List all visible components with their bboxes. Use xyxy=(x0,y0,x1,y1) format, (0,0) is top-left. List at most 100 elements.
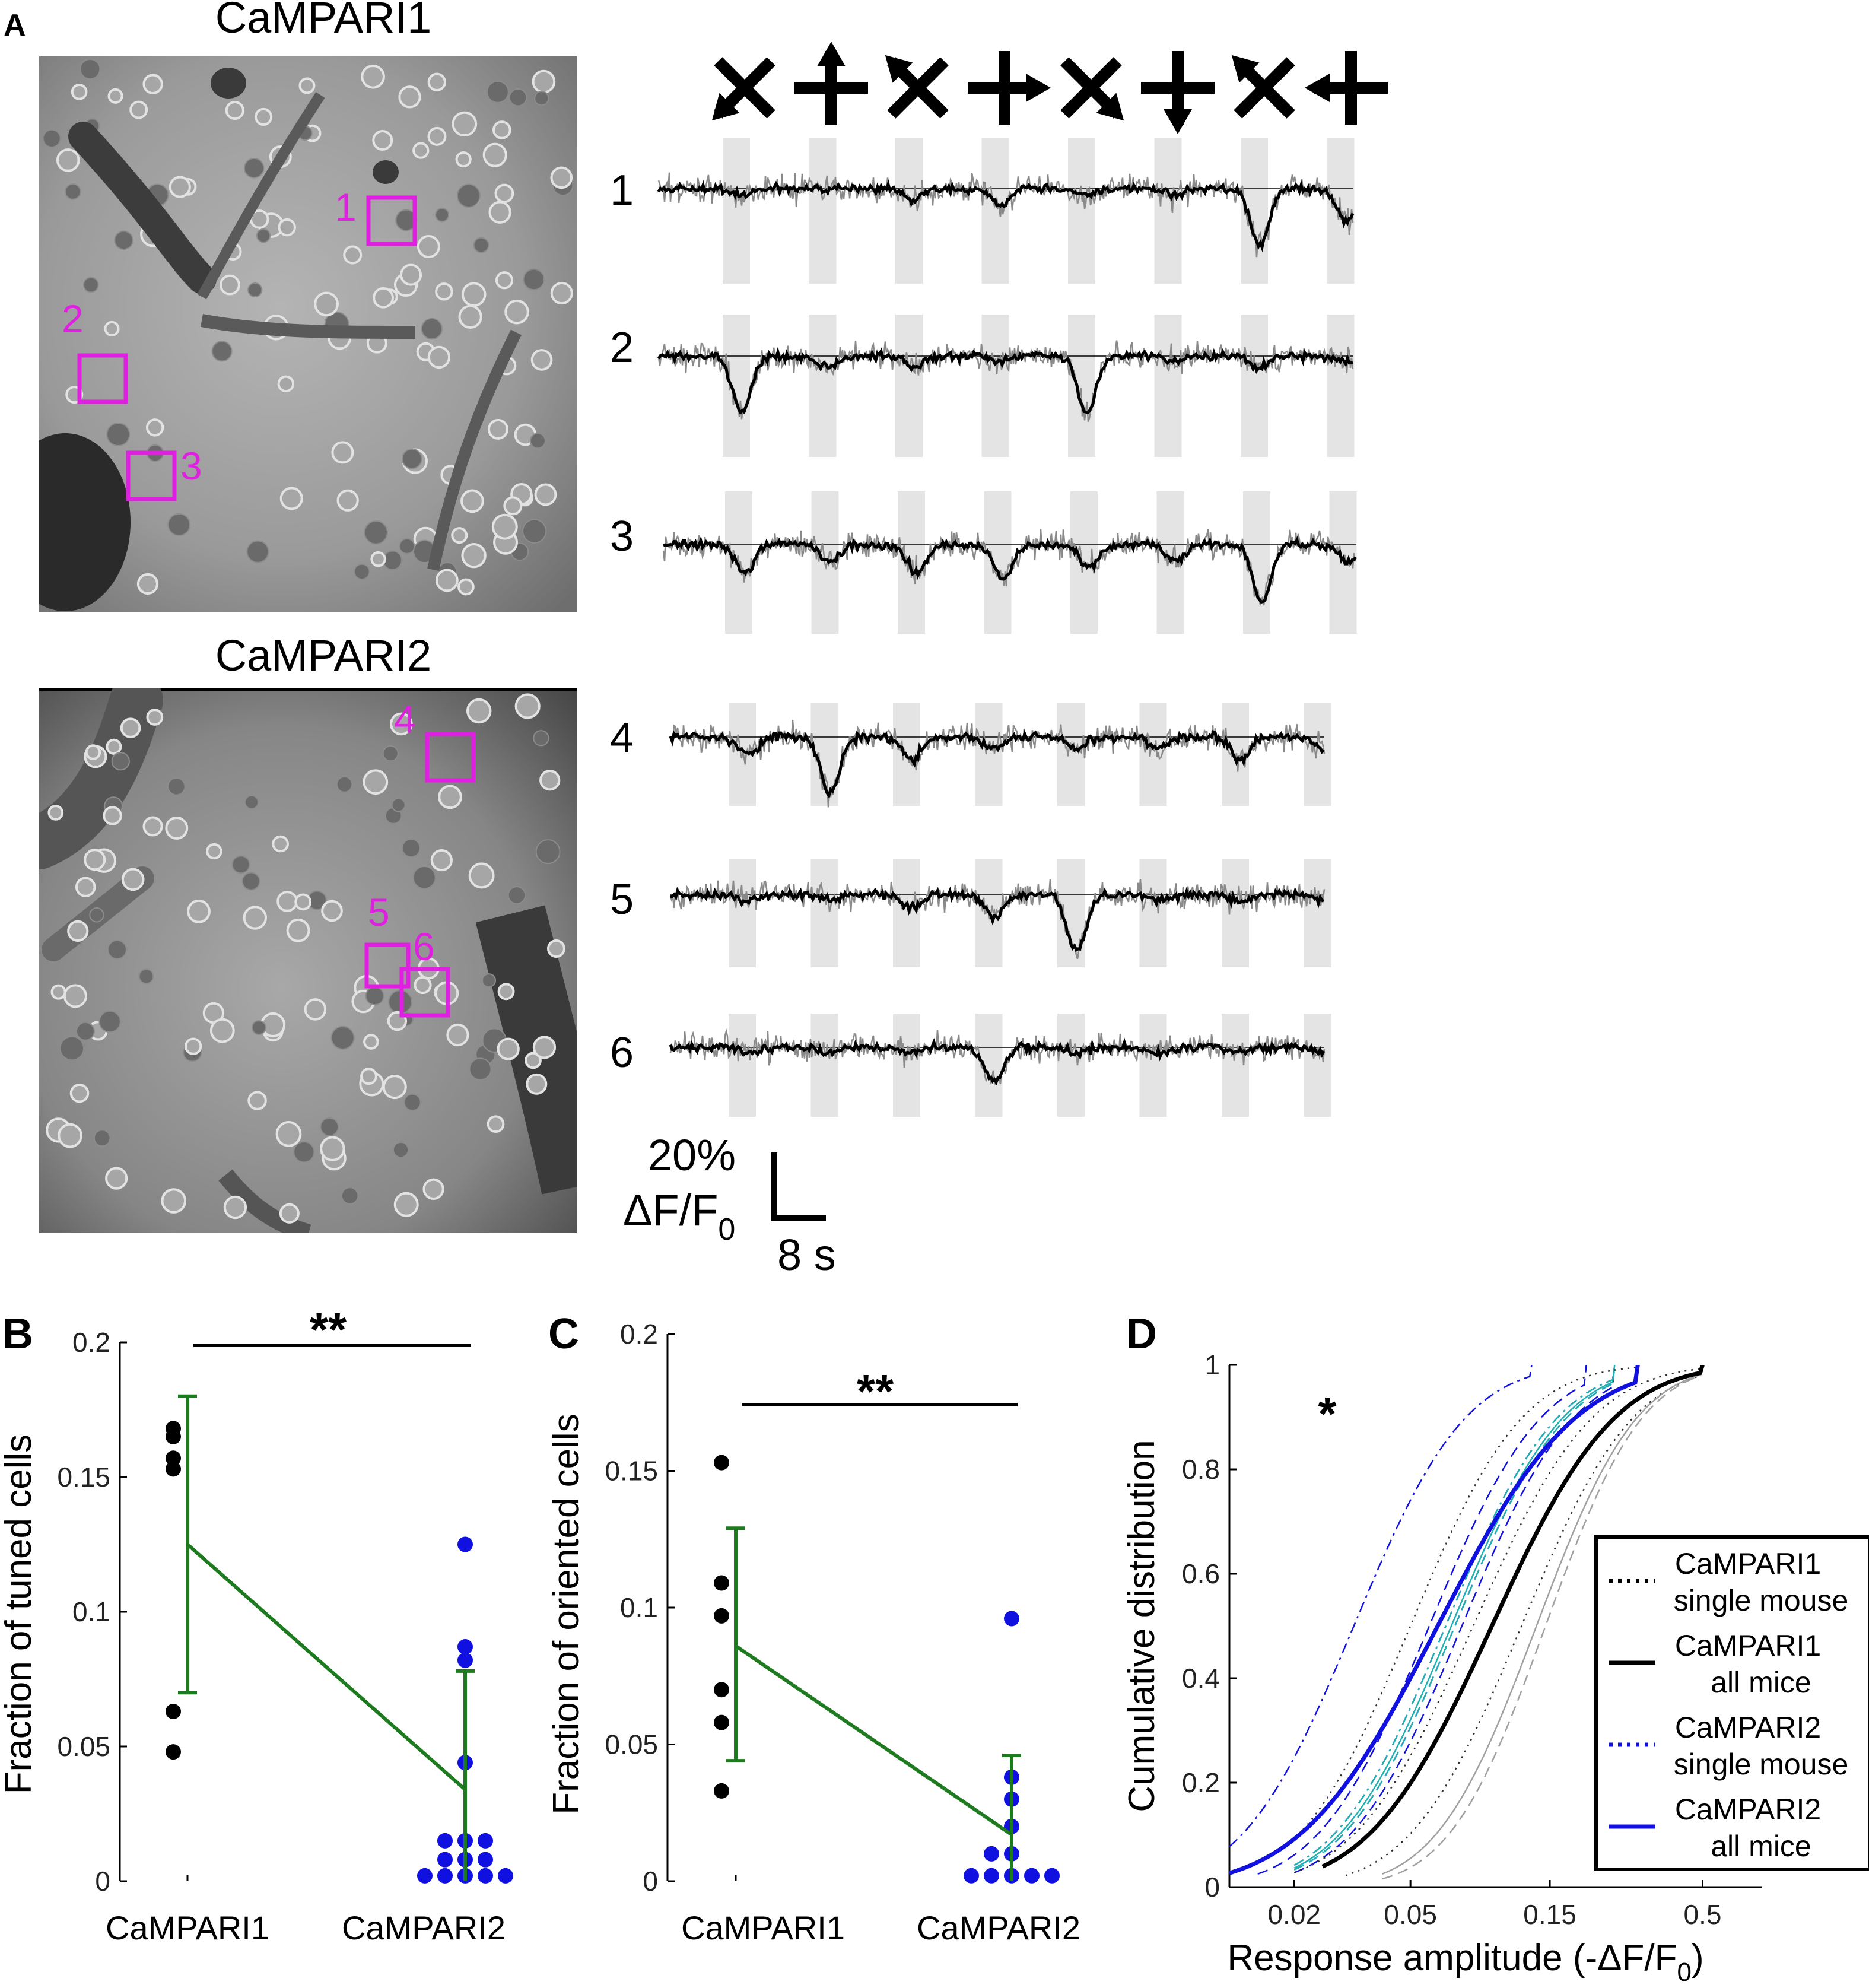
data-point-campari2 xyxy=(984,1846,999,1862)
neuron-soma xyxy=(187,899,211,923)
stimulus-block xyxy=(1327,315,1355,457)
neuron-soma xyxy=(321,900,343,922)
y-tick-label: 0.05 xyxy=(57,1731,110,1762)
trace-mean xyxy=(669,1037,1326,1086)
roi-box-3[interactable] xyxy=(126,450,177,501)
cdf-single-mouse-line xyxy=(1229,1365,1533,1847)
neuron-soma xyxy=(452,111,478,137)
data-point-campari1 xyxy=(166,1703,181,1719)
roi-box-4[interactable] xyxy=(425,732,476,783)
neuron-soma xyxy=(219,274,240,296)
stimulus-block xyxy=(810,1014,838,1117)
neuron-soma xyxy=(107,939,127,960)
panel-a: A CaMPARI1 CaMPARI2 xyxy=(4,0,1388,1279)
stimulus-block xyxy=(1139,1014,1167,1117)
panel-c-plot xyxy=(714,1403,1060,1884)
neuron-soma xyxy=(275,1121,302,1147)
data-point-campari2 xyxy=(478,1833,493,1849)
neuron-soma xyxy=(473,237,490,253)
neuron-soma xyxy=(276,891,298,912)
roi-box-1[interactable] xyxy=(366,195,417,246)
neuron-soma xyxy=(314,291,339,317)
panel-b-x-labels: CaMPARI1 CaMPARI2 xyxy=(106,1909,506,1946)
neuron-soma xyxy=(458,304,482,329)
neuron-soma xyxy=(294,893,312,911)
micrograph-campari1-texture xyxy=(39,58,574,611)
neuron-soma xyxy=(80,58,101,80)
neuron-soma xyxy=(59,1036,85,1061)
trace-label-1: 1 xyxy=(610,167,634,214)
panel-c-x-labels: CaMPARI1 CaMPARI2 xyxy=(681,1909,1080,1946)
neuron-soma xyxy=(532,1036,557,1059)
panel-b-label: B xyxy=(2,1310,33,1358)
neuron-soma xyxy=(360,1068,377,1085)
roi-label-4: 4 xyxy=(394,697,416,741)
data-point-campari2 xyxy=(437,1868,453,1884)
panel-c-label: C xyxy=(548,1310,579,1358)
neuron-soma xyxy=(414,976,432,995)
neuron-soma xyxy=(525,1052,542,1069)
neuron-soma xyxy=(231,855,250,874)
y-tick-label: 0.2 xyxy=(72,1327,110,1358)
neuron-soma xyxy=(56,148,80,172)
neuron-soma xyxy=(67,920,89,942)
neuron-soma xyxy=(272,835,289,853)
neuron-soma xyxy=(111,752,130,771)
neuron-soma xyxy=(522,519,547,544)
cdf-single-mouse-line xyxy=(1293,1365,1616,1866)
neuron-soma xyxy=(446,1023,469,1047)
trace-4 xyxy=(669,703,1331,808)
neuron-soma xyxy=(364,520,388,545)
trace-mean xyxy=(670,886,1325,952)
roi-box-5[interactable] xyxy=(364,942,411,989)
stimulus-block xyxy=(1304,1014,1331,1117)
neuron-soma xyxy=(146,709,164,726)
neuron-soma xyxy=(279,487,303,510)
data-point-campari1 xyxy=(166,1421,181,1437)
scale-bar-y-value: 20% xyxy=(648,1130,736,1180)
neuron-soma xyxy=(417,234,440,259)
neuron-soma xyxy=(504,299,529,325)
neuron-soma xyxy=(402,839,421,858)
neuron-soma xyxy=(457,578,475,596)
stimulus-left-arrow-icon xyxy=(1305,51,1388,125)
data-point-campari2 xyxy=(457,1536,473,1552)
cdf-single-mouse-line xyxy=(1293,1365,1639,1840)
neuron-soma xyxy=(93,1129,111,1147)
legend-label: all mice xyxy=(1711,1830,1811,1863)
panel-d: D 0 0.2 0.4 0.6 0.8 1 0.02 0.05 0.15 0.5 Cumulat… xyxy=(1121,1310,1869,1987)
neuron-soma xyxy=(85,744,101,760)
fluorescence-traces xyxy=(657,138,1358,1117)
neuron-soma xyxy=(526,1073,548,1095)
neuron-soma xyxy=(256,228,271,243)
neuron-soma xyxy=(546,939,565,958)
stimulus-block xyxy=(723,315,750,457)
neuron-soma xyxy=(435,207,450,223)
neuron-soma xyxy=(50,984,66,1000)
roi-label-5: 5 xyxy=(368,890,390,934)
neuron-soma xyxy=(427,126,447,146)
neuron-soma xyxy=(393,1192,419,1217)
stimulus-up-arrow-icon xyxy=(794,42,868,125)
legend-label: CaMPARI1 xyxy=(1675,1547,1821,1580)
data-point-campari1 xyxy=(166,1450,181,1466)
panel-d-x-ticks: 0.02 0.05 0.15 0.5 xyxy=(1267,1880,1721,1930)
panel-c-y-label: Fraction of oriented cells xyxy=(546,1414,587,1814)
neuron-soma xyxy=(75,877,96,897)
neuron-soma xyxy=(120,717,141,738)
neuron-soma xyxy=(514,693,541,719)
panel-d-label: D xyxy=(1126,1310,1157,1358)
neuron-soma xyxy=(494,183,514,204)
stimulus-block xyxy=(723,138,750,284)
neuron-soma xyxy=(382,1075,407,1100)
data-point-campari2 xyxy=(478,1852,493,1868)
stimulus-block xyxy=(1154,138,1182,284)
neuron-soma xyxy=(469,1057,492,1081)
roi-box-6[interactable] xyxy=(399,967,450,1018)
neuron-soma xyxy=(461,542,487,569)
roi-box-2[interactable] xyxy=(77,353,128,404)
neuron-soma xyxy=(497,1037,520,1060)
neuron-soma xyxy=(243,906,268,930)
neuron-soma xyxy=(279,1203,300,1224)
stimulus-up-left-arrow-icon xyxy=(1231,55,1295,119)
